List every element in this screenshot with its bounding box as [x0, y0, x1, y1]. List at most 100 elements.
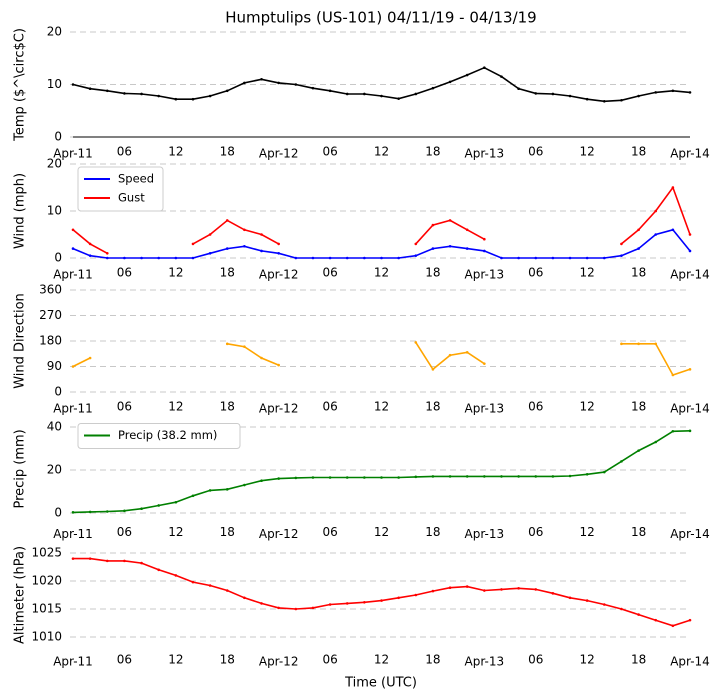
y-tick-label: 1020: [31, 574, 62, 588]
data-point: [157, 504, 160, 507]
data-point: [637, 449, 640, 452]
data-point: [688, 91, 692, 94]
x-tick-label: 18: [220, 400, 235, 414]
x-tick-label: 06: [528, 652, 543, 666]
series-line: [72, 228, 691, 259]
x-tick-label: Apr-13: [465, 268, 505, 282]
data-point: [225, 247, 229, 250]
data-point: [260, 233, 263, 236]
data-point: [174, 97, 178, 101]
data-point: [191, 97, 195, 101]
data-point: [465, 475, 469, 478]
data-point: [568, 94, 572, 98]
data-point: [157, 94, 160, 98]
x-tick-label: 12: [168, 266, 183, 280]
chart-title: Humptulips (US-101) 04/11/19 - 04/13/19: [225, 9, 536, 27]
data-point: [71, 511, 75, 514]
data-point: [88, 87, 92, 90]
x-tick-label: 18: [631, 400, 646, 414]
data-point: [637, 342, 640, 346]
x-tick-label: Apr-12: [259, 147, 299, 161]
x-tick-label: 12: [374, 652, 389, 666]
x-tick-label: Apr-11: [53, 527, 93, 541]
data-point: [414, 92, 418, 96]
data-point: [414, 341, 418, 344]
data-point: [88, 242, 92, 246]
data-point: [191, 494, 195, 498]
data-point: [105, 256, 109, 260]
x-tick-label: 18: [220, 145, 235, 159]
data-point: [654, 618, 658, 622]
data-point: [585, 97, 589, 101]
x-tick-label: Apr-14: [670, 147, 710, 161]
data-point: [191, 242, 195, 246]
data-point: [208, 584, 212, 587]
data-point: [603, 603, 606, 606]
y-tick-label: 0: [54, 130, 62, 144]
data-point: [260, 602, 263, 605]
data-point: [483, 475, 486, 478]
x-tick-label: 12: [580, 145, 595, 159]
data-point: [71, 228, 75, 232]
x-tick-label: Apr-13: [465, 402, 505, 416]
legend-label: Precip (38.2 mm): [118, 428, 217, 442]
x-tick-label: 06: [322, 525, 337, 539]
x-tick-label: 12: [374, 145, 389, 159]
data-point: [671, 228, 675, 232]
x-tick-label: 06: [117, 266, 132, 280]
data-point: [225, 342, 229, 346]
x-tick-label: 12: [374, 525, 389, 539]
data-point: [551, 92, 555, 96]
y-tick-label: 20: [47, 25, 62, 39]
data-point: [208, 252, 212, 255]
data-point: [448, 219, 452, 222]
x-tick-label: 12: [580, 525, 595, 539]
y-tick-label: 10: [47, 204, 62, 218]
x-tick-label: 18: [631, 652, 646, 666]
data-point: [140, 256, 143, 260]
x-tick-label: Apr-11: [53, 268, 93, 282]
x-tick-label: 06: [322, 652, 337, 666]
data-point: [105, 559, 109, 563]
data-point: [603, 100, 606, 103]
data-point: [397, 476, 400, 479]
data-point: [380, 256, 383, 260]
data-point: [500, 588, 503, 591]
y-tick-label: 270: [39, 308, 62, 322]
data-point: [88, 557, 92, 560]
y-axis-label: Temp ($^\circ$C): [13, 28, 28, 142]
x-tick-label: 12: [374, 400, 389, 414]
data-point: [517, 256, 520, 260]
data-point: [208, 233, 212, 236]
data-point: [225, 89, 229, 93]
data-point: [534, 256, 538, 260]
data-point: [294, 476, 298, 480]
data-point: [191, 580, 195, 584]
data-point: [105, 252, 109, 255]
data-point: [688, 233, 692, 236]
data-point: [448, 353, 452, 357]
data-point: [243, 345, 246, 348]
x-tick-label: 06: [117, 400, 132, 414]
data-point: [620, 242, 623, 246]
data-point: [380, 599, 383, 602]
data-point: [534, 475, 538, 478]
x-tick-label: 18: [631, 525, 646, 539]
data-point: [71, 557, 75, 560]
data-point: [294, 256, 298, 260]
data-point: [88, 356, 92, 360]
x-tick-label: Apr-12: [259, 654, 299, 668]
data-point: [277, 363, 280, 367]
data-point: [243, 596, 246, 600]
data-point: [123, 509, 126, 513]
data-point: [88, 254, 92, 257]
y-tick-label: 1010: [31, 629, 62, 643]
data-point: [174, 574, 178, 577]
data-point: [603, 256, 606, 260]
data-point: [294, 83, 298, 86]
data-point: [637, 613, 640, 616]
x-tick-label: 12: [580, 652, 595, 666]
data-point: [483, 362, 486, 365]
y-tick-label: 0: [54, 505, 62, 519]
data-point: [243, 228, 246, 232]
